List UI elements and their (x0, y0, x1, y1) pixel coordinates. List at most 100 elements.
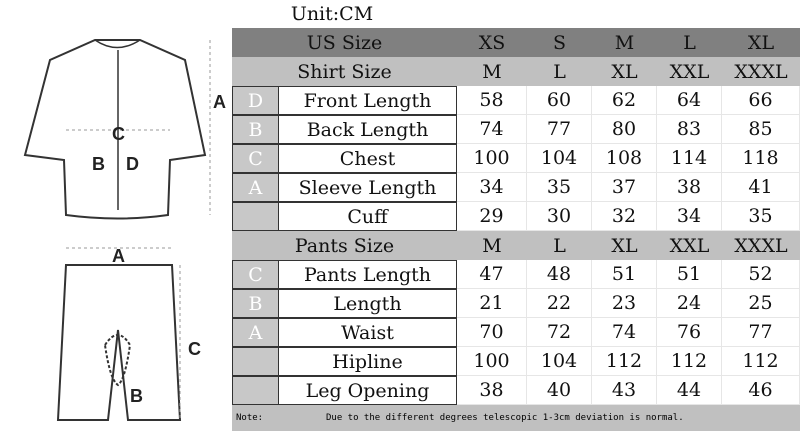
size-cell: M (482, 234, 502, 257)
value-cell: 112 (722, 347, 800, 376)
value-cell: 47 (457, 260, 527, 289)
measure-name: Pants Length (278, 260, 457, 289)
value-cell: 112 (657, 347, 722, 376)
measure-name: Back Length (278, 115, 457, 144)
value-cell: 112 (592, 347, 657, 376)
value-cell: 77 (722, 318, 800, 347)
measure-name: Chest (278, 144, 457, 173)
size-cell: M (614, 31, 635, 54)
value-cell: 118 (722, 144, 800, 173)
value-cell: 108 (592, 144, 657, 173)
measurement-row: D Front Length 58 60 62 64 66 (232, 86, 800, 115)
size-cell: M (482, 60, 502, 83)
measure-name: Cuff (278, 202, 457, 231)
measure-name: Front Length (278, 86, 457, 115)
value-cell: 70 (457, 318, 527, 347)
value-cell: 60 (527, 86, 592, 115)
measurement-row: A Waist 70 72 74 76 77 (232, 318, 800, 347)
measurement-row: Leg Opening 38 40 43 44 46 (232, 376, 800, 405)
shorts-outline (56, 264, 182, 421)
value-cell: 37 (592, 173, 657, 202)
measurement-row: C Chest 100 104 108 114 118 (232, 144, 800, 173)
value-cell: 74 (457, 115, 527, 144)
value-cell: 66 (722, 86, 800, 115)
label-pants-b: B (130, 386, 143, 406)
size-cell: L (553, 60, 566, 83)
value-cell: 46 (722, 376, 800, 405)
value-cell: 51 (657, 260, 722, 289)
size-cell: XS (478, 31, 506, 54)
value-cell: 77 (527, 115, 592, 144)
value-cell: 24 (657, 289, 722, 318)
size-cell: XXL (669, 60, 710, 83)
value-cell: 85 (722, 115, 800, 144)
measure-letter: D (232, 86, 278, 115)
measure-name: Length (278, 289, 457, 318)
label-a: A (213, 92, 226, 112)
measurement-row: Cuff 29 30 32 34 35 (232, 202, 800, 231)
label-d: D (126, 154, 139, 174)
size-cell: XXXL (734, 60, 788, 83)
note-row: Note: Due to the different degrees teles… (232, 405, 800, 431)
value-cell: 34 (657, 202, 722, 231)
measure-letter: B (232, 115, 278, 144)
size-cell: XXXL (734, 234, 788, 257)
label-b: B (92, 154, 105, 174)
measure-letter (232, 347, 278, 376)
note-label: Note: (236, 413, 264, 423)
value-cell: 43 (592, 376, 657, 405)
value-cell: 58 (457, 86, 527, 115)
value-cell: 74 (592, 318, 657, 347)
value-cell: 51 (592, 260, 657, 289)
size-cell: S (552, 31, 567, 54)
value-cell: 44 (657, 376, 722, 405)
value-cell: 48 (527, 260, 592, 289)
size-cell: XXL (669, 234, 710, 257)
measurement-row: C Pants Length 47 48 51 51 52 (232, 260, 800, 289)
value-cell: 52 (722, 260, 800, 289)
value-cell: 25 (722, 289, 800, 318)
value-cell: 30 (527, 202, 592, 231)
measure-name: Leg Opening (278, 376, 457, 405)
measure-letter: B (232, 289, 278, 318)
value-cell: 22 (527, 289, 592, 318)
measure-letter: C (232, 260, 278, 289)
value-cell: 72 (527, 318, 592, 347)
size-cell: XL (611, 60, 638, 83)
value-cell: 62 (592, 86, 657, 115)
value-cell: 83 (657, 115, 722, 144)
value-cell: 38 (657, 173, 722, 202)
size-cell: L (553, 234, 566, 257)
shirt-label: Shirt Size (297, 60, 392, 83)
measurement-row: Hipline 100 104 112 112 112 (232, 347, 800, 376)
size-cell: L (683, 31, 696, 54)
value-cell: 104 (527, 347, 592, 376)
value-cell: 21 (457, 289, 527, 318)
value-cell: 100 (457, 144, 527, 173)
measure-letter (232, 376, 278, 405)
label-pants-a: A (112, 246, 125, 266)
value-cell: 64 (657, 86, 722, 115)
measurement-row: B Length 21 22 23 24 25 (232, 289, 800, 318)
value-cell: 32 (592, 202, 657, 231)
pants-label: Pants Size (294, 234, 395, 257)
value-cell: 76 (657, 318, 722, 347)
measure-letter: A (232, 318, 278, 347)
size-cell: XL (747, 31, 775, 54)
us-size-row: US Size XS S M L XL (232, 28, 800, 57)
size-cell: XL (611, 234, 638, 257)
measurement-row: A Sleeve Length 34 35 37 38 41 (232, 173, 800, 202)
value-cell: 35 (722, 202, 800, 231)
measure-letter: C (232, 144, 278, 173)
value-cell: 23 (592, 289, 657, 318)
value-cell: 29 (457, 202, 527, 231)
label-pants-c: C (188, 339, 201, 359)
measure-name: Sleeve Length (278, 173, 457, 202)
header-label: US Size (306, 31, 383, 54)
value-cell: 35 (527, 173, 592, 202)
label-c: C (112, 124, 125, 144)
unit-label: Unit:CM (290, 3, 374, 25)
measure-name: Waist (278, 318, 457, 347)
value-cell: 104 (527, 144, 592, 173)
value-cell: 114 (657, 144, 722, 173)
